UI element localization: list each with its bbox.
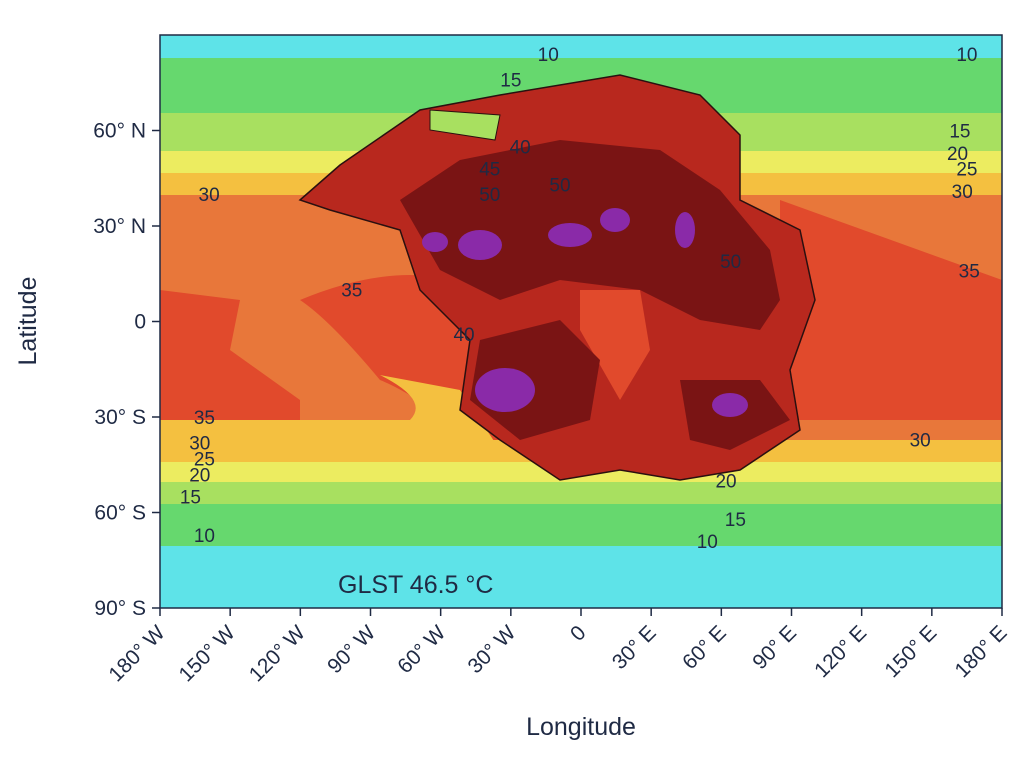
temperature-field: [160, 35, 1002, 608]
contour-label: 50: [549, 176, 570, 197]
contour-label: 40: [510, 137, 531, 158]
x-tick-label: 120° E: [810, 621, 871, 682]
contour-label: 50: [720, 252, 741, 273]
x-tick-label: 120° W: [245, 621, 310, 686]
x-axis-title: Longitude: [526, 713, 636, 741]
contour-label: 20: [715, 472, 736, 493]
x-tick-label: 150° E: [880, 621, 941, 682]
contour-label: 40: [453, 325, 474, 346]
contour-label: 15: [725, 510, 746, 531]
contour-label: 35: [341, 281, 362, 302]
contour-label: 35: [959, 262, 980, 283]
x-tick-label: 90° W: [323, 621, 380, 678]
y-tick-label: 90° S: [94, 597, 146, 620]
contour-label: 25: [194, 449, 215, 470]
x-tick-label: 60° E: [678, 621, 731, 674]
contour-label: 35: [194, 408, 215, 429]
contour-label: 30: [189, 433, 210, 454]
contour-label: 15: [949, 122, 970, 143]
y-tick-label: 60° N: [93, 120, 146, 143]
contour-label: 45: [479, 160, 500, 181]
x-tick-label: 60° W: [393, 621, 450, 678]
x-tick-label: 180° W: [104, 621, 169, 686]
annotation: GLST 46.5 °C: [338, 571, 493, 599]
x-tick-label: 30° W: [464, 621, 521, 678]
x-tick-label: 180° E: [951, 621, 1012, 682]
contour-label: 30: [910, 430, 931, 451]
y-tick-label: 60° S: [94, 502, 146, 525]
contour-label: 30: [199, 185, 220, 206]
contour-label: 10: [697, 532, 718, 553]
x-tick-label: 90° E: [748, 621, 801, 674]
contour-label: 30: [952, 182, 973, 203]
contour-label: 20: [189, 465, 210, 486]
contour-label: 10: [194, 526, 215, 547]
x-tick-label: 0: [566, 621, 591, 646]
contour-label: 50: [479, 185, 500, 206]
contour-label: 15: [180, 488, 201, 509]
contour-label: 10: [956, 45, 977, 66]
x-tick-label: 30° E: [608, 621, 661, 674]
x-tick-label: 150° W: [175, 621, 240, 686]
contour-label: 15: [500, 71, 521, 92]
contour-label: 10: [538, 45, 559, 66]
y-tick-label: 30° N: [93, 215, 146, 238]
y-axis-title: Latitude: [14, 277, 42, 366]
contour-label: 25: [956, 160, 977, 181]
y-tick-label: 0: [134, 311, 146, 334]
contour-label: 20: [947, 144, 968, 165]
y-tick-label: 30° S: [94, 406, 146, 429]
